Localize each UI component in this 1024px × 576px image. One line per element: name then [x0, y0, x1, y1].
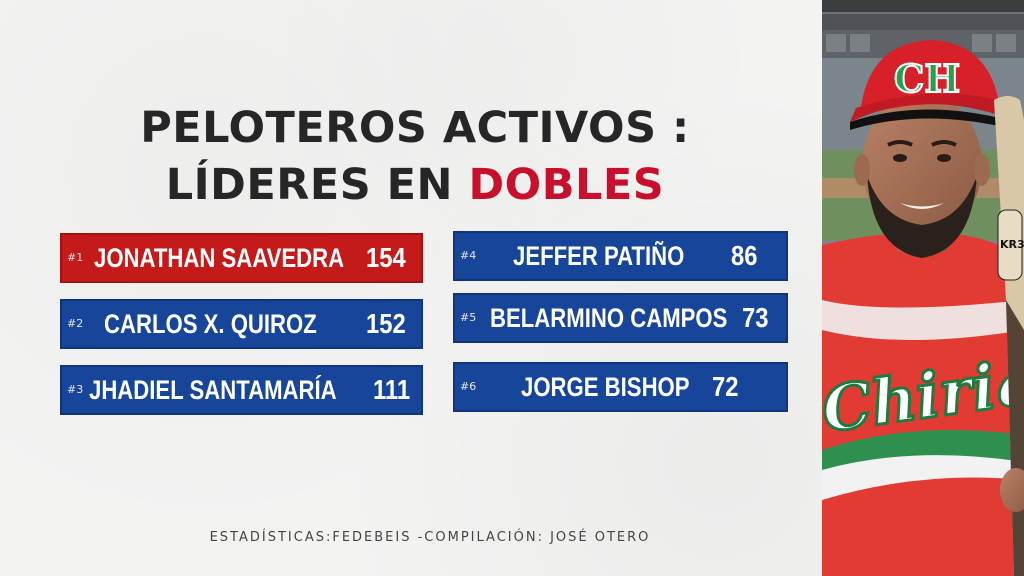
rank-label: #1	[67, 251, 84, 264]
player-name: JORGE BISHOP	[521, 372, 690, 402]
rank-label: #3	[67, 383, 84, 396]
leader-row-1: #1 JONATHAN SAAVEDRA 154	[60, 233, 423, 283]
doubles-count: 154	[366, 242, 406, 273]
player-name: BELARMINO CAMPOS	[490, 303, 728, 333]
leader-row-5: #5 BELARMINO CAMPOS 73	[453, 293, 788, 343]
leader-row-2: #2 CARLOS X. QUIROZ 152	[60, 299, 423, 349]
doubles-count: 73	[742, 302, 769, 333]
headline-line-2: LÍDERES EN DOBLES	[120, 160, 710, 210]
headline-prefix: LÍDERES EN	[165, 160, 469, 210]
leader-row-6: #6 JORGE BISHOP 72	[453, 362, 788, 412]
cap-logo: CH	[894, 56, 960, 101]
rank-label: #2	[67, 317, 84, 330]
player-name: CARLOS X. QUIROZ	[104, 309, 317, 339]
doubles-count: 86	[731, 240, 758, 271]
bat-label: KR3	[1000, 238, 1024, 251]
player-photo: Chiriquí CH KR3	[822, 0, 1024, 576]
player-illustration: Chiriquí CH KR3	[822, 0, 1024, 576]
leader-row-4: #4 JEFFER PATIÑO 86	[453, 231, 788, 281]
player-name: JEFFER PATIÑO	[513, 241, 685, 271]
headline-line-1: PELOTEROS ACTIVOS :	[140, 103, 690, 153]
player-name: JHADIEL SANTAMARÍA	[89, 375, 337, 405]
rank-label: #6	[460, 380, 477, 393]
doubles-count: 72	[712, 371, 739, 402]
rank-label: #5	[460, 311, 477, 324]
source-credit: ESTADÍSTICAS:FEDEBEIS -COMPILACIÓN: JOSÉ…	[209, 530, 651, 545]
leader-row-3: #3 JHADIEL SANTAMARÍA 111	[60, 365, 423, 415]
headline-accent: DOBLES	[468, 160, 665, 210]
doubles-count: 152	[366, 308, 406, 339]
doubles-count: 111	[373, 374, 411, 405]
player-name: JONATHAN SAAVEDRA	[94, 243, 345, 273]
rank-label: #4	[460, 249, 477, 262]
